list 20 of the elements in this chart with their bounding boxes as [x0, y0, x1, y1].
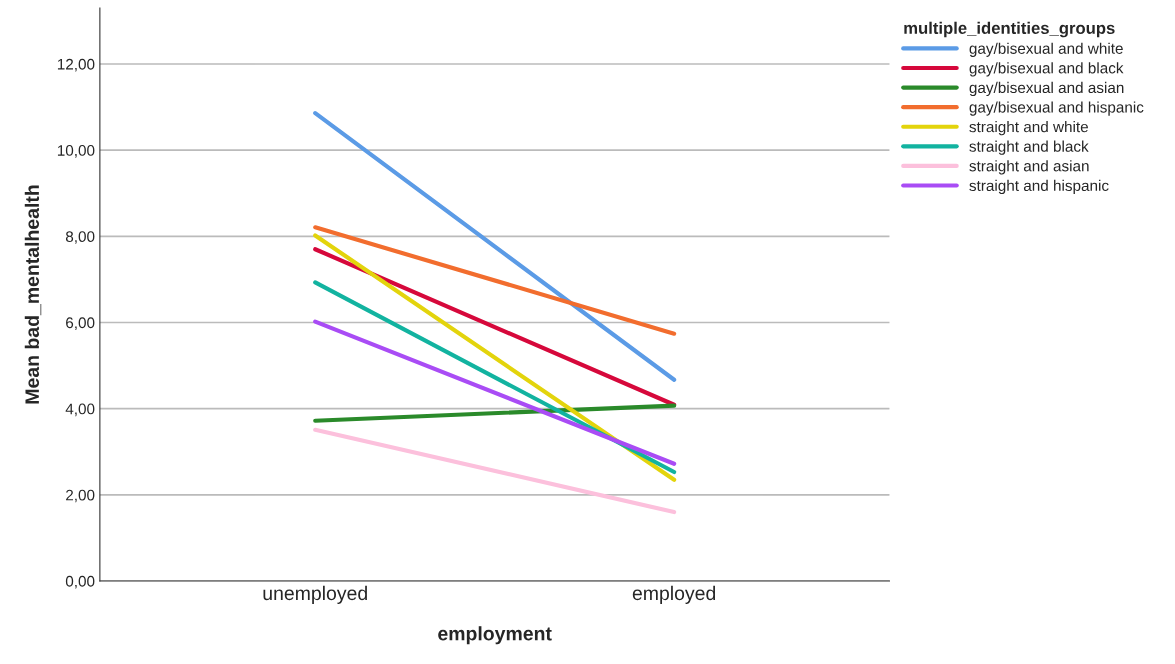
legend-label: gay/bisexual and black [969, 62, 1124, 77]
y-tick-label: 0,00 [65, 575, 95, 589]
legend-label: straight and white [969, 121, 1088, 136]
legend-label: straight and hispanic [969, 179, 1109, 195]
legend-label: gay/bisexual and hispanic [969, 101, 1144, 116]
legend-label: straight and asian [969, 160, 1089, 175]
y-tick-label: 8,00 [65, 231, 95, 244]
x-tick-label: unemployed [263, 585, 367, 604]
y-tick-label: 12,00 [57, 58, 95, 72]
legend-label: gay/bisexual and white [969, 42, 1123, 57]
y-tick-label: 10,00 [57, 145, 95, 158]
legend-label: gay/bisexual and asian [969, 81, 1124, 97]
y-tick-label: 2,00 [66, 489, 95, 503]
y-tick-label: 6,00 [66, 317, 95, 330]
y-tick-label: 4,00 [65, 403, 95, 417]
x-axis-title: employment [438, 626, 552, 645]
legend-title: multiple_identities_groups [904, 21, 1115, 38]
x-tick-label: employed [632, 585, 716, 604]
legend-label: straight and black [969, 140, 1089, 155]
y-axis-title: Mean bad_mentalhealth [24, 185, 42, 404]
